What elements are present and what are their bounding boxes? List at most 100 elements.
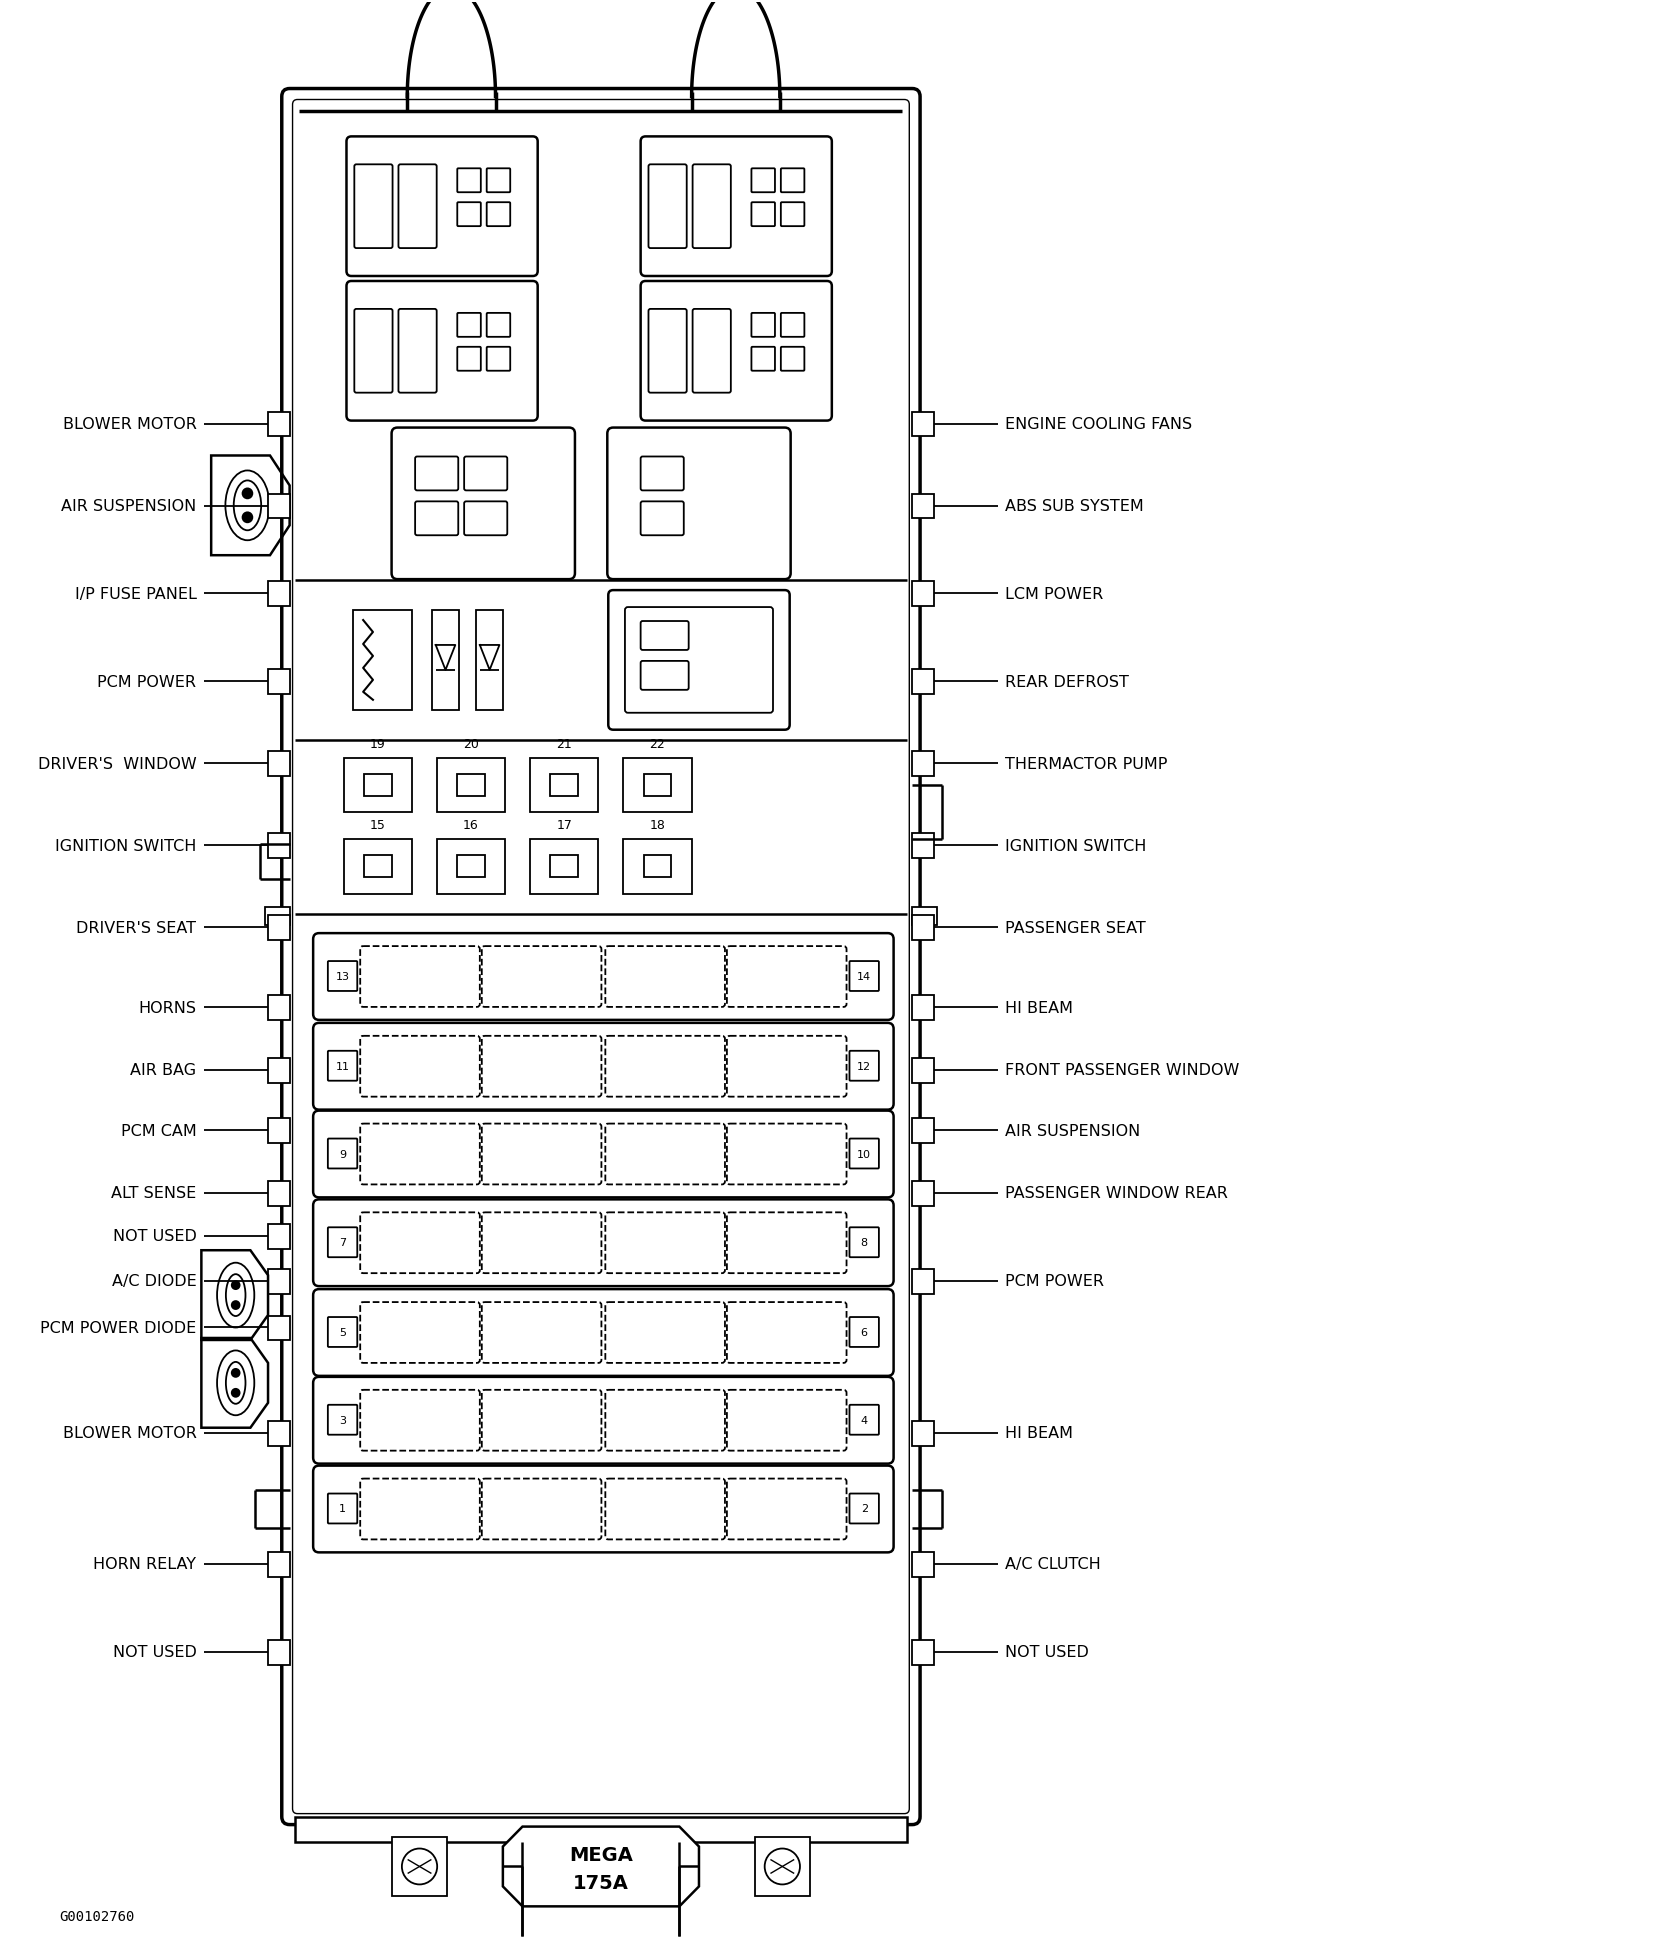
FancyBboxPatch shape bbox=[648, 309, 686, 393]
FancyBboxPatch shape bbox=[314, 1378, 893, 1464]
Bar bbox=[912, 916, 934, 941]
Circle shape bbox=[232, 1301, 239, 1309]
FancyBboxPatch shape bbox=[625, 609, 773, 714]
FancyBboxPatch shape bbox=[641, 661, 688, 691]
FancyBboxPatch shape bbox=[481, 1037, 601, 1098]
Bar bbox=[266, 908, 289, 926]
Text: A/C DIODE: A/C DIODE bbox=[112, 1274, 197, 1288]
Bar bbox=[912, 751, 934, 777]
Bar bbox=[269, 751, 289, 777]
Text: 11: 11 bbox=[336, 1061, 349, 1070]
FancyBboxPatch shape bbox=[726, 1479, 847, 1540]
FancyBboxPatch shape bbox=[641, 137, 832, 276]
Bar bbox=[912, 1059, 934, 1082]
Text: 21: 21 bbox=[556, 738, 573, 750]
FancyBboxPatch shape bbox=[782, 204, 805, 227]
Bar bbox=[294, 1816, 907, 1842]
Text: 16: 16 bbox=[463, 818, 479, 832]
Bar bbox=[912, 996, 934, 1022]
Bar bbox=[912, 495, 934, 519]
FancyBboxPatch shape bbox=[726, 1037, 847, 1098]
FancyBboxPatch shape bbox=[361, 1123, 479, 1184]
Bar bbox=[269, 1421, 289, 1446]
Bar bbox=[269, 1552, 289, 1577]
FancyBboxPatch shape bbox=[346, 282, 538, 421]
FancyBboxPatch shape bbox=[346, 137, 538, 276]
FancyBboxPatch shape bbox=[850, 1227, 878, 1258]
FancyBboxPatch shape bbox=[752, 348, 775, 372]
Bar bbox=[551, 775, 578, 796]
FancyBboxPatch shape bbox=[361, 1213, 479, 1274]
FancyBboxPatch shape bbox=[782, 348, 805, 372]
FancyBboxPatch shape bbox=[458, 313, 481, 339]
Text: 14: 14 bbox=[857, 971, 872, 982]
FancyBboxPatch shape bbox=[693, 309, 731, 393]
Circle shape bbox=[765, 1849, 800, 1885]
Bar bbox=[269, 996, 289, 1022]
Text: REAR DEFROST: REAR DEFROST bbox=[1005, 675, 1129, 689]
Bar bbox=[344, 840, 412, 894]
FancyBboxPatch shape bbox=[752, 168, 775, 194]
FancyBboxPatch shape bbox=[361, 947, 479, 1008]
FancyBboxPatch shape bbox=[850, 961, 878, 992]
Text: AIR SUSPENSION: AIR SUSPENSION bbox=[62, 499, 197, 515]
FancyBboxPatch shape bbox=[354, 164, 392, 249]
FancyBboxPatch shape bbox=[486, 168, 511, 194]
FancyBboxPatch shape bbox=[361, 1037, 479, 1098]
FancyBboxPatch shape bbox=[292, 100, 908, 1814]
FancyBboxPatch shape bbox=[314, 1112, 893, 1198]
FancyBboxPatch shape bbox=[486, 348, 511, 372]
FancyBboxPatch shape bbox=[782, 168, 805, 194]
FancyBboxPatch shape bbox=[464, 458, 508, 491]
FancyBboxPatch shape bbox=[327, 1317, 357, 1346]
Bar bbox=[551, 855, 578, 879]
FancyBboxPatch shape bbox=[481, 1303, 601, 1364]
Bar bbox=[269, 413, 289, 436]
FancyBboxPatch shape bbox=[605, 1037, 725, 1098]
Text: LCM POWER: LCM POWER bbox=[1005, 587, 1104, 601]
FancyBboxPatch shape bbox=[481, 1123, 601, 1184]
Bar bbox=[912, 1640, 934, 1665]
Bar bbox=[269, 669, 289, 695]
FancyBboxPatch shape bbox=[399, 309, 436, 393]
Text: PCM POWER: PCM POWER bbox=[1005, 1274, 1104, 1288]
FancyBboxPatch shape bbox=[641, 458, 683, 491]
Bar bbox=[623, 840, 691, 894]
Bar bbox=[392, 1836, 448, 1896]
Bar bbox=[436, 757, 506, 812]
FancyBboxPatch shape bbox=[458, 168, 481, 194]
FancyBboxPatch shape bbox=[641, 282, 832, 421]
FancyBboxPatch shape bbox=[605, 1213, 725, 1274]
FancyBboxPatch shape bbox=[850, 1405, 878, 1434]
Text: BLOWER MOTOR: BLOWER MOTOR bbox=[62, 1427, 197, 1440]
Text: 6: 6 bbox=[860, 1327, 868, 1337]
FancyBboxPatch shape bbox=[850, 1051, 878, 1080]
Bar bbox=[912, 908, 937, 926]
FancyBboxPatch shape bbox=[726, 1213, 847, 1274]
Bar bbox=[433, 611, 459, 710]
Text: HORNS: HORNS bbox=[139, 1000, 197, 1016]
FancyBboxPatch shape bbox=[327, 1405, 357, 1434]
FancyBboxPatch shape bbox=[850, 1317, 878, 1346]
FancyBboxPatch shape bbox=[327, 961, 357, 992]
Bar bbox=[912, 834, 934, 859]
Circle shape bbox=[402, 1849, 438, 1885]
FancyBboxPatch shape bbox=[416, 458, 458, 491]
FancyBboxPatch shape bbox=[361, 1479, 479, 1540]
Polygon shape bbox=[503, 1826, 700, 1906]
Bar bbox=[643, 855, 671, 879]
Text: HORN RELAY: HORN RELAY bbox=[94, 1556, 197, 1571]
Text: 18: 18 bbox=[650, 818, 665, 832]
Text: PCM POWER: PCM POWER bbox=[97, 675, 197, 689]
Bar bbox=[912, 413, 934, 436]
Bar bbox=[912, 1552, 934, 1577]
Bar bbox=[269, 581, 289, 607]
FancyBboxPatch shape bbox=[314, 1466, 893, 1552]
FancyBboxPatch shape bbox=[458, 348, 481, 372]
FancyBboxPatch shape bbox=[314, 1290, 893, 1376]
Text: DRIVER'S SEAT: DRIVER'S SEAT bbox=[77, 920, 197, 935]
FancyBboxPatch shape bbox=[391, 429, 574, 579]
FancyBboxPatch shape bbox=[608, 591, 790, 730]
FancyBboxPatch shape bbox=[327, 1051, 357, 1080]
FancyBboxPatch shape bbox=[354, 309, 392, 393]
